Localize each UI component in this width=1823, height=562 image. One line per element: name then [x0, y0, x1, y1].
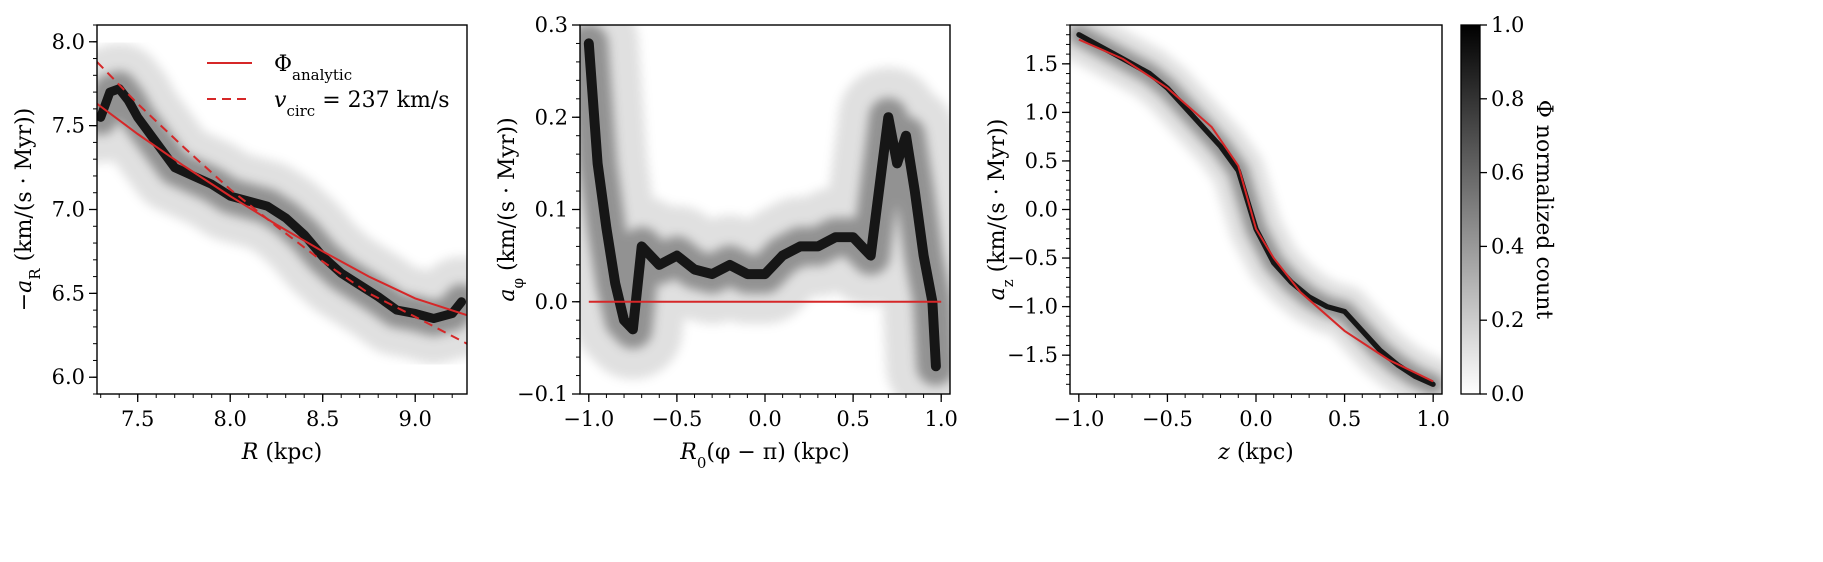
y-axis-label: aφ (km/(s · Myr)) — [495, 117, 527, 301]
y-tick-label: 0.1 — [535, 198, 568, 222]
y-tick-label: 7.0 — [52, 198, 85, 222]
x-tick-label: −1.0 — [1053, 407, 1104, 431]
panels: 7.5 8.0 8.5 9.06.06.57.07.58.0R (kpc)−aR (k… — [12, 13, 1450, 472]
x-axis-label: z (kpc) — [1217, 440, 1294, 465]
x-tick-label: 7.5 — [121, 407, 154, 431]
label-part: (km/(s · Myr)) — [495, 117, 520, 278]
x-tick-label: 0.5 — [836, 407, 869, 431]
y-tick-label: 0.2 — [535, 105, 568, 129]
y-tick-label: 7.5 — [52, 114, 85, 138]
label-part: (kpc) — [1230, 440, 1294, 465]
y-axis-label: az (km/(s · Myr)) — [985, 119, 1017, 301]
density-heatmap — [97, 43, 467, 364]
label-part: z — [1217, 440, 1230, 465]
colorbar-tick-label: 0.8 — [1491, 87, 1524, 111]
ticks — [572, 24, 942, 402]
series-line-solid — [1078, 38, 1434, 383]
subscript: R — [26, 268, 44, 280]
y-tick-label: −1.5 — [1007, 343, 1058, 367]
subscript: z — [999, 279, 1017, 287]
x-tick-label: 0.0 — [1239, 407, 1272, 431]
x-tick-label: 1.0 — [1416, 407, 1449, 431]
x-tick-label: 1.0 — [924, 407, 957, 431]
label-part: R — [679, 440, 697, 465]
label-part: (km/(s · Myr)) — [985, 119, 1010, 280]
ticks — [1062, 24, 1434, 402]
colorbar-frame — [1460, 24, 1481, 395]
legend-entry-label: vcirc = 237 km/s — [274, 88, 450, 120]
y-tick-label: 0.0 — [1025, 198, 1058, 222]
label-part: a — [985, 287, 1010, 300]
density-heatmap — [580, 25, 950, 394]
label-part: −a — [12, 280, 37, 312]
label-part: = 237 km/s — [315, 88, 449, 113]
y-tick-label: −1.0 — [1007, 295, 1058, 319]
legend: Φanalytic vcirc = 237 km/s — [207, 52, 450, 120]
y-tick-label: −0.1 — [517, 382, 568, 406]
label-part: a — [495, 289, 520, 302]
x-tick-label: 8.5 — [306, 407, 339, 431]
y-tick-label: −0.5 — [1007, 246, 1058, 270]
subscript: analytic — [292, 66, 352, 84]
colorbar-tick-label: 0.4 — [1491, 234, 1524, 258]
label-part: (km/(s · Myr)) — [12, 108, 37, 269]
y-tick-label: 0.0 — [535, 290, 568, 314]
y-tick-label: 1.0 — [1025, 100, 1058, 124]
colorbar-gradient — [1461, 25, 1480, 394]
series-line-dashed — [97, 61, 467, 345]
panel-vertical: −1.0 −0.5 0.0 0.5 1.0 −1.5 −1.0 −0.5 0.0 0.5 1.0 1.… — [985, 24, 1450, 465]
ticks — [89, 24, 453, 402]
x-tick-label: 0.5 — [1328, 407, 1361, 431]
colorbar-tick-label: 0.6 — [1491, 161, 1524, 185]
density-heatmap — [1070, 25, 1442, 394]
x-tick-label: 8.0 — [213, 407, 246, 431]
y-tick-label: 0.3 — [535, 13, 568, 37]
panel-radial: 7.5 8.0 8.5 9.06.06.57.07.58.0R (kpc)−aR (k… — [12, 24, 468, 465]
y-tick-label: 0.5 — [1025, 149, 1058, 173]
x-axis-label: R0(φ − π) (kpc) — [679, 440, 849, 472]
label-part: R — [241, 440, 259, 465]
x-tick-label: −0.5 — [1142, 407, 1193, 431]
colorbar-label: Φ normalized count — [1531, 100, 1556, 320]
density-ridge — [583, 38, 941, 372]
x-axis-label: R (kpc) — [241, 440, 322, 465]
subscript: φ — [509, 278, 527, 289]
label-part: v — [274, 88, 287, 113]
colorbar: 0.0 0.2 0.4 0.6 0.8 1.0 Φ normalized count — [1460, 13, 1556, 406]
y-axis-label: −aR (km/(s · Myr)) — [12, 108, 44, 312]
panel-azimuthal: −1.0 −0.5 0.0 0.5 1.0 −0.1 0.0 0.1 0.2 0.3 R0(φ − … — [495, 13, 958, 472]
x-tick-label: 9.0 — [398, 407, 431, 431]
x-tick-label: −0.5 — [651, 407, 702, 431]
y-tick-label: 6.0 — [52, 365, 85, 389]
subscript: 0 — [697, 454, 707, 472]
subscript: circ — [286, 102, 315, 120]
x-tick-label: 0.0 — [748, 407, 781, 431]
label-part: (kpc) — [258, 440, 322, 465]
y-tick-label: 8.0 — [52, 30, 85, 54]
x-tick-label: −1.0 — [563, 407, 614, 431]
y-tick-label: 1.5 — [1025, 52, 1058, 76]
series-line-solid — [97, 102, 467, 317]
colorbar-tick-label: 1.0 — [1491, 13, 1524, 37]
y-tick-label: 6.5 — [52, 281, 85, 305]
colorbar-tick-label: 0.0 — [1491, 382, 1524, 406]
label-part: (φ − π) (kpc) — [706, 440, 849, 465]
colorbar-tick-label: 0.2 — [1491, 308, 1524, 332]
legend-entry-label: Φanalytic — [274, 52, 352, 84]
label-part: Φ — [274, 52, 292, 77]
